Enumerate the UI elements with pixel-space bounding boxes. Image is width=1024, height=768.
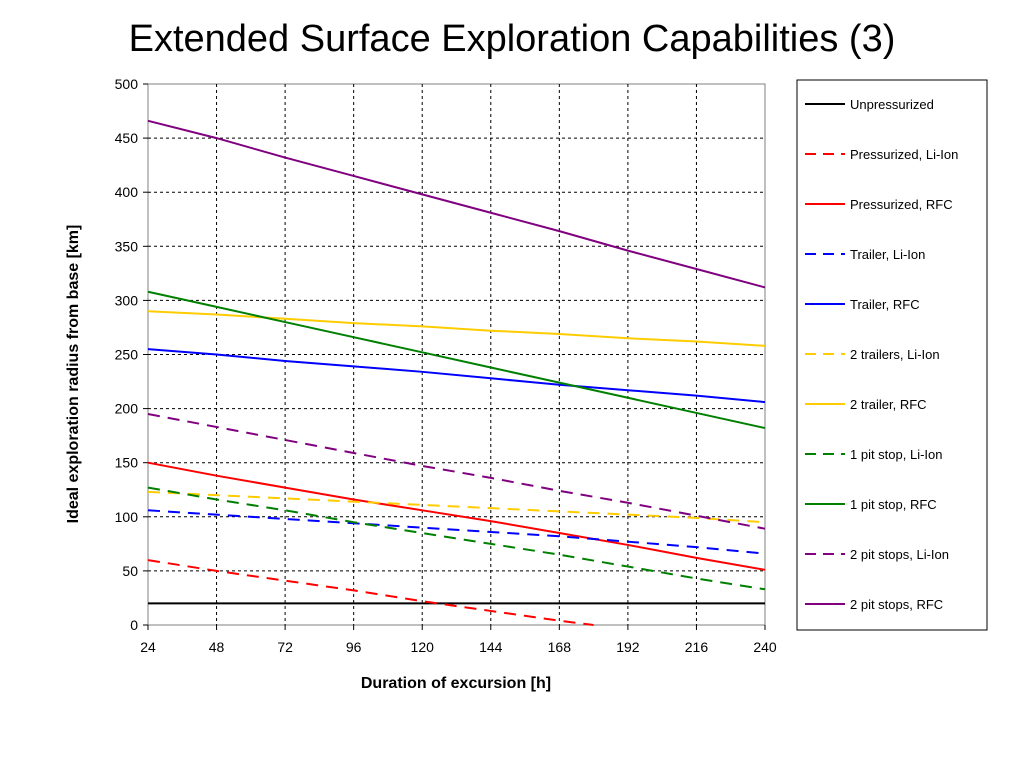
y-tick-label: 0 bbox=[130, 617, 138, 633]
series-line bbox=[147, 461, 766, 571]
x-tick-label: 72 bbox=[277, 639, 293, 655]
y-tick-label: 250 bbox=[115, 347, 139, 363]
x-tick-label: 96 bbox=[346, 639, 362, 655]
x-tick-label: 120 bbox=[411, 639, 435, 655]
legend-label: 2 trailers, Li-Ion bbox=[850, 347, 940, 362]
series-line bbox=[147, 490, 766, 524]
legend-label: 2 pit stops, RFC bbox=[850, 597, 943, 612]
series-lines bbox=[147, 119, 766, 626]
legend-label: Pressurized, RFC bbox=[850, 197, 953, 212]
series-line bbox=[147, 348, 766, 404]
y-axis-ticks: 0 50 100 150 200 250 300 350 400 450 500 bbox=[115, 76, 148, 633]
legend-label: Unpressurized bbox=[850, 97, 934, 112]
x-tick-label: 240 bbox=[753, 639, 777, 655]
y-tick-label: 500 bbox=[115, 76, 139, 92]
series-line bbox=[147, 413, 766, 530]
x-axis-title: Duration of excursion [h] bbox=[361, 675, 551, 692]
grid-lines bbox=[148, 84, 765, 625]
series-line bbox=[147, 509, 766, 555]
y-tick-label: 300 bbox=[115, 292, 139, 308]
legend-label: 1 pit stop, RFC bbox=[850, 497, 937, 512]
x-tick-label: 216 bbox=[685, 639, 709, 655]
series-line bbox=[147, 486, 766, 591]
legend-label: 2 pit stops, Li-Ion bbox=[850, 547, 949, 562]
series-line bbox=[147, 559, 594, 626]
legend-label: 1 pit stop, Li-Ion bbox=[850, 447, 943, 462]
x-tick-label: 144 bbox=[479, 639, 503, 655]
x-tick-label: 168 bbox=[548, 639, 572, 655]
y-tick-label: 450 bbox=[115, 130, 139, 146]
x-tick-label: 24 bbox=[140, 639, 156, 655]
legend: Unpressurized Pressurized, Li-Ion Pressuri… bbox=[805, 97, 958, 612]
y-tick-label: 400 bbox=[115, 184, 139, 200]
y-axis-title: Ideal exploration radius from base [km] bbox=[65, 225, 82, 524]
legend-label: Trailer, Li-Ion bbox=[850, 247, 925, 262]
y-tick-label: 200 bbox=[115, 401, 139, 417]
x-axis-ticks: 24 48 72 96 120 144 168 192 216 240 bbox=[140, 625, 777, 655]
slide-title: Extended Surface Exploration Capabilitie… bbox=[128, 18, 896, 60]
y-tick-label: 350 bbox=[115, 238, 139, 254]
x-tick-label: 48 bbox=[209, 639, 225, 655]
legend-label: 2 trailer, RFC bbox=[850, 397, 927, 412]
series-line bbox=[147, 119, 766, 289]
y-tick-label: 100 bbox=[115, 509, 139, 525]
series-line bbox=[147, 310, 766, 347]
legend-label: Pressurized, Li-Ion bbox=[850, 147, 958, 162]
y-tick-label: 150 bbox=[115, 455, 139, 471]
y-tick-label: 50 bbox=[122, 563, 138, 579]
series-line bbox=[147, 290, 766, 430]
legend-label: Trailer, RFC bbox=[850, 297, 920, 312]
x-tick-label: 192 bbox=[616, 639, 640, 655]
